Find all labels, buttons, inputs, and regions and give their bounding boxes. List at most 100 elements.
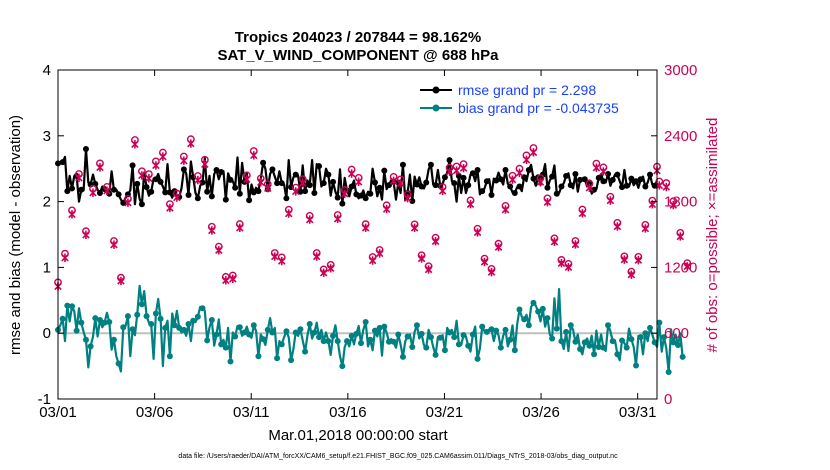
bias-point (404, 333, 411, 340)
assimilated-point (550, 237, 559, 246)
bias-point (362, 319, 369, 326)
assimilated-point (326, 264, 335, 273)
y-left-tick-label: -1 (38, 391, 51, 408)
rmse-point (278, 180, 285, 187)
bias-point (194, 313, 201, 320)
assimilated-point (110, 240, 118, 249)
bias-point (176, 324, 183, 331)
bias-point (651, 339, 658, 346)
rmse-point (413, 181, 420, 188)
x-tick-label: 03/06 (136, 404, 174, 421)
x-tick-label: 03/31 (619, 404, 657, 421)
rmse-point (157, 178, 164, 185)
y-left-tick-label: 4 (43, 62, 51, 79)
assimilated-point (117, 276, 125, 286)
assimilated-point (208, 226, 216, 235)
bias-point (367, 336, 374, 343)
bias-point (432, 351, 439, 358)
assimilated-point (82, 230, 90, 240)
bias-point (553, 325, 560, 332)
bias-point (586, 342, 593, 349)
bias-point (302, 348, 309, 355)
rmse-point (250, 189, 257, 196)
rmse-point (619, 184, 626, 191)
bias-point (572, 338, 579, 345)
assimilated-point (431, 237, 440, 246)
bias-point (460, 332, 467, 339)
bias-point (269, 329, 276, 336)
bias-point (166, 353, 173, 360)
rmse-point (493, 177, 500, 184)
rmse-point (371, 179, 378, 186)
bias-point (488, 326, 495, 333)
bias-point (609, 338, 616, 345)
y-left-tick-label: 1 (43, 259, 51, 276)
assimilated-point (229, 274, 237, 284)
rmse-point (330, 178, 337, 185)
bias-point (106, 319, 113, 326)
rmse-point (507, 183, 514, 190)
rmse-point (441, 174, 448, 181)
rmse-point (479, 188, 486, 195)
bias-point (78, 319, 85, 326)
rmse-point (567, 182, 574, 189)
legend: rmse grand pr = 2.298 bias grand pr = -0… (414, 80, 652, 120)
rmse-point (162, 189, 169, 196)
bias-point (605, 322, 612, 329)
bias-point (255, 353, 262, 360)
rmse-point (553, 190, 560, 197)
assimilated-point (683, 262, 692, 271)
x-tick-label: 03/11 (233, 404, 269, 421)
bias-point (87, 343, 94, 350)
assimilated-point (180, 156, 188, 165)
rmse-point (409, 197, 416, 204)
bias-point (530, 299, 537, 306)
bias-point (619, 337, 626, 344)
bias-point (376, 324, 383, 331)
bias-point (143, 313, 150, 320)
rmse-point (488, 192, 495, 199)
rmse-point (362, 195, 369, 202)
assimilated-point (452, 166, 461, 175)
bias-point (353, 330, 360, 337)
rmse-point (78, 186, 85, 193)
assimilated-point (96, 163, 104, 172)
bias-point (544, 315, 551, 322)
rmse-point (633, 178, 640, 185)
rmse-point (549, 173, 556, 180)
rmse-point (581, 176, 588, 183)
rmse-point (320, 180, 327, 187)
assimilated-point (613, 222, 622, 231)
bias-point (250, 322, 257, 329)
assimilated-point (508, 175, 517, 184)
assimilated-point (298, 178, 307, 188)
rmse-point (525, 167, 532, 174)
bias-point (665, 369, 672, 376)
rmse-point (110, 186, 117, 193)
assimilated-point (662, 182, 671, 192)
rmse-point (115, 191, 122, 198)
bias-point (493, 327, 500, 334)
rmse-point (446, 157, 453, 164)
assimilated-point (354, 177, 363, 187)
assimilated-point (305, 215, 314, 224)
bias-point (92, 315, 99, 322)
bias-point (134, 311, 141, 318)
rmse-point (558, 183, 565, 190)
y-axis-right-label: # of obs: o=possible; ×=assimilated (704, 118, 721, 353)
assimilated-point (243, 175, 251, 184)
assimilated-point (145, 174, 153, 183)
rmse-point (227, 176, 234, 183)
bias-point (637, 334, 644, 341)
bias-point (525, 322, 532, 329)
bias-point (670, 339, 677, 346)
y-right-tick-label: 1800 (664, 194, 697, 211)
bias-point (409, 344, 416, 351)
assimilated-point (68, 210, 76, 219)
rmse-point (64, 188, 71, 195)
assimilated-point (396, 179, 405, 188)
rmse-point (451, 180, 458, 187)
assimilated-point (445, 167, 454, 176)
data-file-footer: data file: /Users/raeder/DAI/ATM_forcXX/… (178, 453, 618, 460)
assimilated-point (159, 152, 167, 161)
